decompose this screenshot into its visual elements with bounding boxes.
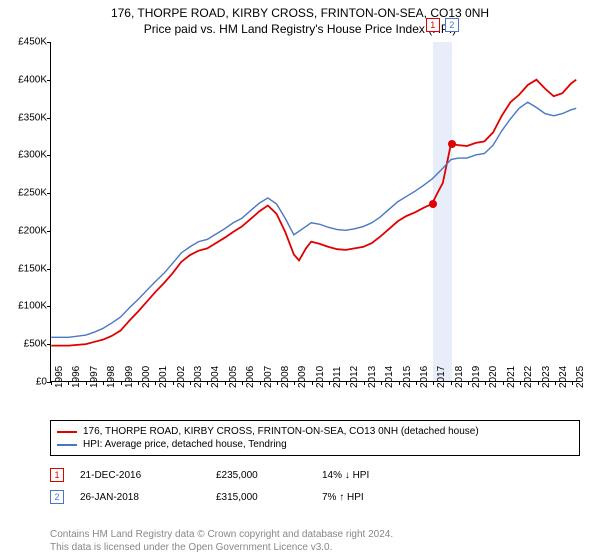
footer-line1: Contains HM Land Registry data © Crown c… [50,528,580,541]
x-tick-label: 1995 [54,366,65,388]
transaction-price: £315,000 [216,492,306,503]
y-tick-label: £0 [1,377,47,388]
x-tick-label: 2016 [419,366,430,388]
x-tick-label: 2005 [228,366,239,388]
legend-swatch [57,431,77,433]
x-tick-label: 2008 [280,366,291,388]
y-tick-label: £300K [1,150,47,161]
legend-box: 176, THORPE ROAD, KIRBY CROSS, FRINTON-O… [50,420,580,456]
y-tick-label: £250K [1,188,47,199]
x-tick-label: 2004 [210,366,221,388]
x-tick-label: 2014 [384,366,395,388]
transaction-row: 2 26-JAN-2018 £315,000 7% ↑ HPI [50,490,580,504]
x-tick-label: 2017 [436,366,447,388]
transaction-dot [448,140,456,148]
transaction-marker: 1 [50,468,64,482]
footer-text: Contains HM Land Registry data © Crown c… [50,528,580,554]
x-tick-label: 2012 [349,366,360,388]
chart-title-line2: Price paid vs. HM Land Registry's House … [0,20,600,36]
chart-lines [51,42,580,381]
x-tick-label: 2002 [176,366,187,388]
transaction-delta: 14% ↓ HPI [322,470,369,481]
transaction-date: 21-DEC-2016 [80,470,200,481]
legend-item: 176, THORPE ROAD, KIRBY CROSS, FRINTON-O… [57,425,573,438]
transaction-date: 26-JAN-2018 [80,492,200,503]
x-tick-label: 2019 [471,366,482,388]
transaction-row: 1 21-DEC-2016 £235,000 14% ↓ HPI [50,468,580,482]
legend-swatch [57,444,77,446]
x-tick-label: 2010 [315,366,326,388]
y-tick-label: £150K [1,263,47,274]
x-tick-label: 2024 [558,366,569,388]
chart-title-line1: 176, THORPE ROAD, KIRBY CROSS, FRINTON-O… [0,0,600,20]
y-tick-label: £100K [1,301,47,312]
x-tick-label: 1997 [89,366,100,388]
y-tick-label: £400K [1,74,47,85]
x-tick-label: 2018 [454,366,465,388]
x-tick-label: 2020 [488,366,499,388]
x-tick-label: 2003 [193,366,204,388]
x-tick-label: 2001 [158,366,169,388]
marker-label: 1 [426,18,440,32]
x-tick-label: 2007 [263,366,274,388]
x-tick-label: 2022 [523,366,534,388]
legend-label: HPI: Average price, detached house, Tend… [83,439,287,450]
x-tick-label: 2013 [367,366,378,388]
legend-label: 176, THORPE ROAD, KIRBY CROSS, FRINTON-O… [83,426,479,437]
x-tick-label: 2015 [402,366,413,388]
series-hpi [51,102,576,337]
plot-area: £0£50K£100K£150K£200K£250K£300K£350K£400… [50,42,580,382]
x-tick-label: 1999 [124,366,135,388]
x-tick-label: 2025 [575,366,586,388]
y-tick-label: £50K [1,339,47,350]
x-tick-label: 2023 [541,366,552,388]
x-tick-label: 2009 [297,366,308,388]
series-price_paid [51,80,576,346]
x-tick-label: 1996 [71,366,82,388]
y-tick-label: £450K [1,37,47,48]
x-tick-label: 2006 [245,366,256,388]
y-tick-label: £350K [1,112,47,123]
marker-label: 2 [445,18,459,32]
x-tick-label: 1998 [106,366,117,388]
chart-container: 176, THORPE ROAD, KIRBY CROSS, FRINTON-O… [0,0,600,560]
transaction-dot [429,200,437,208]
y-tick-label: £200K [1,225,47,236]
x-tick-label: 2011 [332,366,343,388]
x-tick-label: 2000 [141,366,152,388]
x-tick-label: 2021 [506,366,517,388]
transaction-price: £235,000 [216,470,306,481]
transaction-marker: 2 [50,490,64,504]
transaction-delta: 7% ↑ HPI [322,492,364,503]
legend-item: HPI: Average price, detached house, Tend… [57,438,573,451]
footer-line2: This data is licensed under the Open Gov… [50,541,580,554]
